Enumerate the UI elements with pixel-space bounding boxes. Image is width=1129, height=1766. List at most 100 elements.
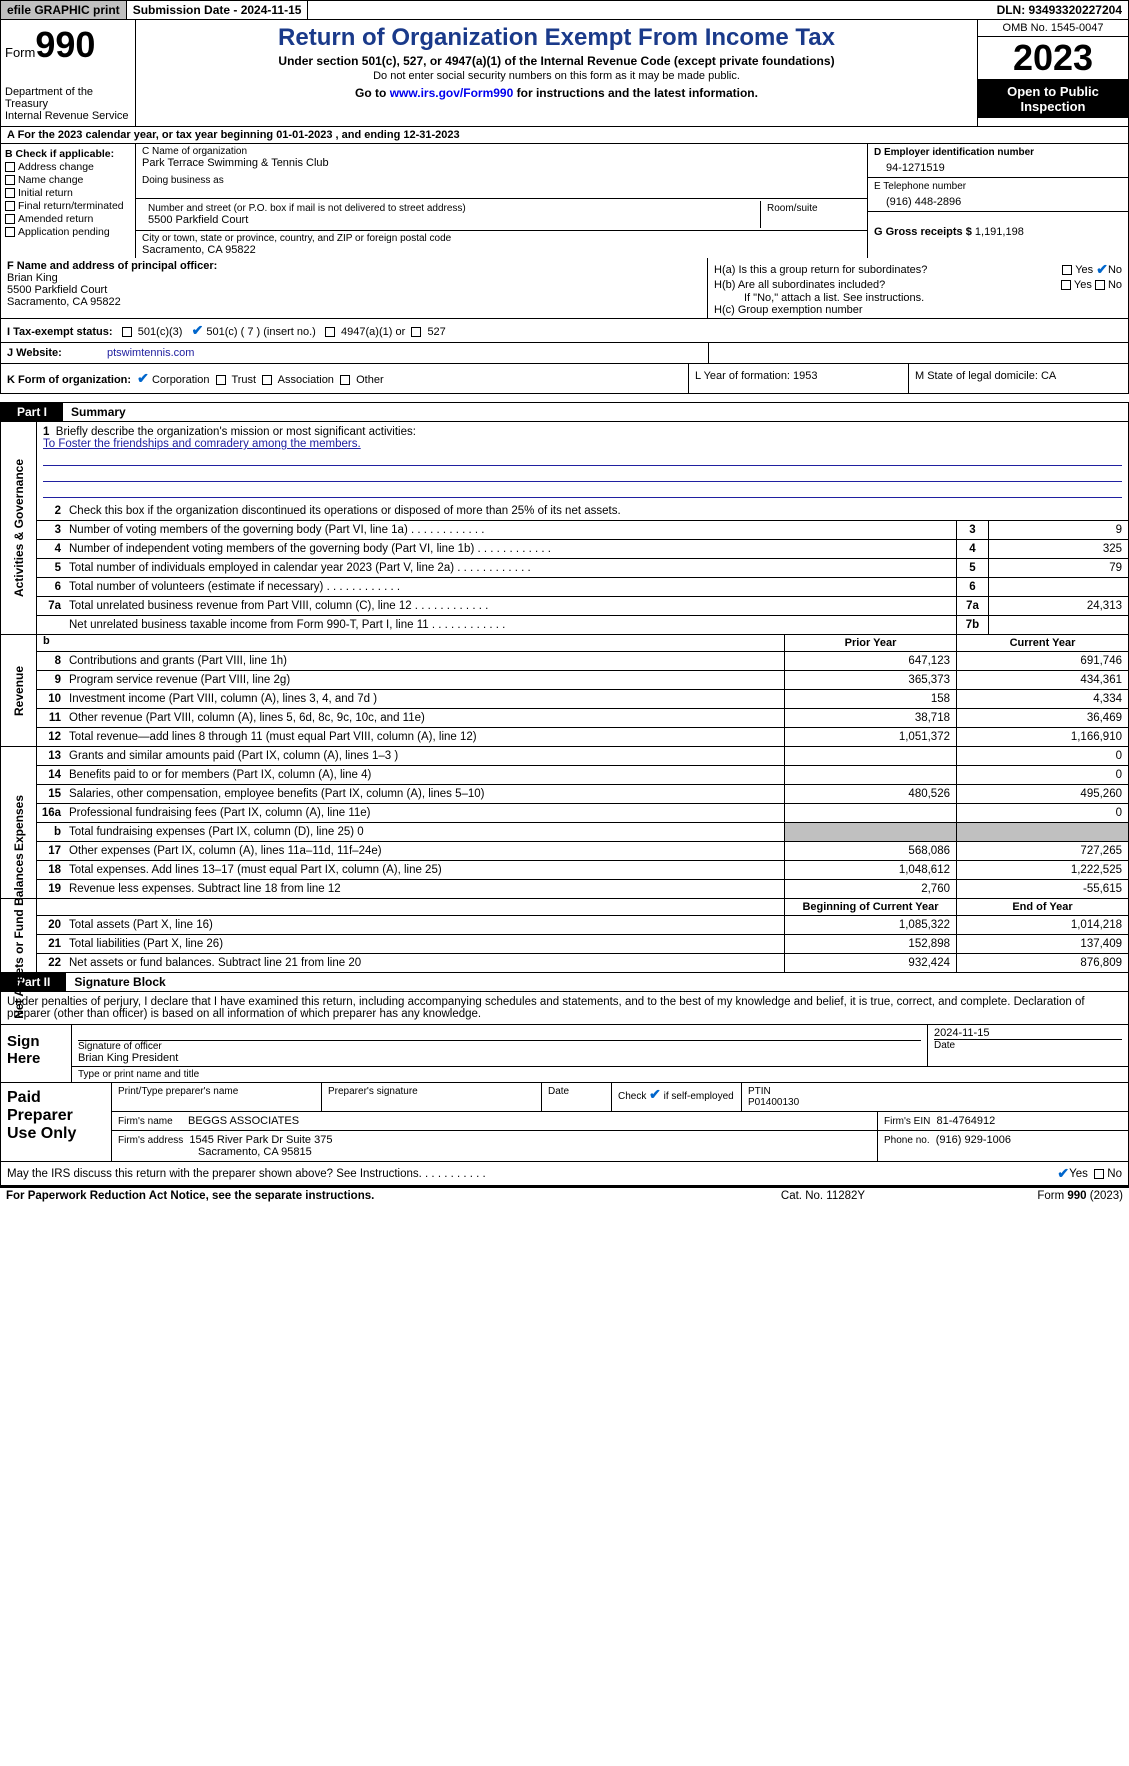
org-name-label: C Name of organization — [142, 146, 861, 157]
prep-date-lbl: Date — [542, 1083, 612, 1111]
trust-box[interactable] — [216, 375, 226, 385]
hb-yes-box[interactable] — [1061, 280, 1071, 290]
firm-phone-cell: Phone no. (916) 929-1006 — [878, 1131, 1128, 1161]
check-final-return[interactable]: Final return/terminated — [5, 200, 131, 212]
tax-exempt-label: I Tax-exempt status: — [7, 326, 113, 338]
box-c: C Name of organization Park Terrace Swim… — [136, 144, 868, 258]
part1-header: Part I Summary — [0, 402, 1129, 422]
current-year-hdr: Current Year — [956, 635, 1128, 651]
footer: For Paperwork Reduction Act Notice, see … — [0, 1186, 1129, 1204]
dln: DLN: 93493320227204 — [991, 1, 1128, 19]
box-g: G Gross receipts $ 1,191,198 — [868, 212, 1128, 241]
street-address: 5500 Parkfield Court — [148, 214, 754, 226]
sig-officer-cell: Signature of officer Brian King Presiden… — [72, 1025, 928, 1066]
firm-addr1: 1545 River Park Dr Suite 375 — [189, 1134, 332, 1146]
website-link[interactable]: ptswimtennis.com — [107, 347, 194, 359]
room-cell: Room/suite — [761, 201, 861, 228]
527-box[interactable] — [411, 327, 421, 337]
ha-yes-box[interactable] — [1062, 265, 1072, 275]
blank-line — [43, 450, 1122, 466]
501c3-box[interactable] — [122, 327, 132, 337]
netasset-row: 22Net assets or fund balances. Subtract … — [37, 954, 1128, 972]
type-name-label: Type or print name and title — [72, 1067, 1128, 1082]
prep-row-3: Firm's address 1545 River Park Dr Suite … — [112, 1131, 1128, 1161]
row-k-l-m: K Form of organization: ✔ Corporation Tr… — [0, 364, 1129, 394]
form-page: Form 990 (2023) — [923, 1190, 1123, 1202]
end-year-hdr: End of Year — [956, 899, 1128, 915]
paid-preparer-block: Paid Preparer Use Only Print/Type prepar… — [0, 1083, 1129, 1162]
city-cell: City or town, state or province, country… — [136, 231, 867, 258]
ein-label: D Employer identification number — [874, 147, 1122, 158]
revenue-row: 11Other revenue (Part VIII, column (A), … — [37, 709, 1128, 728]
prep-row-1: Print/Type preparer's name Preparer's si… — [112, 1083, 1128, 1112]
part2-title: Signature Block — [66, 973, 173, 991]
part1-title: Summary — [63, 403, 134, 421]
firm-addr2: Sacramento, CA 95815 — [118, 1146, 312, 1158]
part2-tag: Part II — [1, 973, 66, 991]
checkmark-icon: ✔ — [649, 1086, 661, 1102]
assoc-box[interactable] — [262, 375, 272, 385]
line-2: 2 Check this box if the organization dis… — [37, 502, 1128, 521]
hb-label: H(b) Are all subordinates included? — [714, 279, 1061, 291]
goto-link[interactable]: www.irs.gov/Form990 — [390, 86, 514, 100]
summary-row: 5Total number of individuals employed in… — [37, 559, 1128, 578]
prep-ptin: PTINP01400130 — [742, 1083, 1128, 1111]
website-label: J Website: — [1, 343, 101, 363]
h-b-line: H(b) Are all subordinates included? Yes … — [714, 279, 1122, 291]
other-box[interactable] — [340, 375, 350, 385]
prior-year-hdr: Prior Year — [784, 635, 956, 651]
boxes-b-through-g: B Check if applicable: Address change Na… — [0, 144, 1129, 258]
check-initial-return[interactable]: Initial return — [5, 187, 131, 199]
check-amended[interactable]: Amended return — [5, 213, 131, 225]
check-pending[interactable]: Application pending — [5, 226, 131, 238]
paperwork-notice: For Paperwork Reduction Act Notice, see … — [6, 1190, 723, 1202]
side-revenue: Revenue — [1, 635, 37, 746]
box-k: K Form of organization: ✔ Corporation Tr… — [1, 364, 688, 393]
discuss-no-box[interactable] — [1094, 1169, 1104, 1179]
revenue-row: 10Investment income (Part VIII, column (… — [37, 690, 1128, 709]
check-address-change[interactable]: Address change — [5, 161, 131, 173]
sig-date-cell: 2024-11-15 Date — [928, 1025, 1128, 1066]
expense-row: 15Salaries, other compensation, employee… — [37, 785, 1128, 804]
irs-discuss-row: May the IRS discuss this return with the… — [0, 1162, 1129, 1186]
summary-row: 4Number of independent voting members of… — [37, 540, 1128, 559]
room-label: Room/suite — [767, 203, 855, 214]
revenue-body: b Prior Year Current Year 8Contributions… — [37, 635, 1128, 746]
side-netassets: Net Assets or Fund Balances — [1, 899, 37, 972]
firm-ein: 81-4764912 — [936, 1115, 995, 1127]
form-num: 990 — [35, 24, 95, 66]
expense-row: 18Total expenses. Add lines 13–17 (must … — [37, 861, 1128, 880]
box-b-header: B Check if applicable: — [5, 148, 131, 160]
efile-label: efile GRAPHIC print — [1, 1, 127, 19]
officer-label: F Name and address of principal officer: — [7, 260, 217, 272]
sign-here-block: Sign Here Signature of officer Brian Kin… — [0, 1025, 1129, 1083]
firm-phone: (916) 929-1006 — [936, 1134, 1011, 1146]
form-number: Form 990 — [5, 24, 131, 66]
form-word: Form — [5, 45, 35, 60]
firm-name: BEGGS ASSOCIATES — [188, 1115, 299, 1127]
expense-row: 16aProfessional fundraising fees (Part I… — [37, 804, 1128, 823]
row-f-h: F Name and address of principal officer:… — [0, 258, 1129, 319]
prep-sig-lbl: Preparer's signature — [322, 1083, 542, 1111]
box-e: E Telephone number (916) 448-2896 — [868, 178, 1128, 212]
phone-label: E Telephone number — [874, 181, 1122, 192]
expense-row: bTotal fundraising expenses (Part IX, co… — [37, 823, 1128, 842]
4947-box[interactable] — [325, 327, 335, 337]
officer-addr2: Sacramento, CA 95822 — [7, 296, 701, 308]
hb-no-box[interactable] — [1095, 280, 1105, 290]
check-name-change[interactable]: Name change — [5, 174, 131, 186]
expense-row: 13Grants and similar amounts paid (Part … — [37, 747, 1128, 766]
row-i: I Tax-exempt status: 501(c)(3) ✔ 501(c) … — [0, 319, 1129, 343]
row-j: J Website: ptswimtennis.com — [0, 343, 1129, 364]
form-subtitle: Under section 501(c), 527, or 4947(a)(1)… — [144, 54, 969, 68]
summary-row: 6Total number of volunteers (estimate if… — [37, 578, 1128, 597]
firm-addr-cell: Firm's address 1545 River Park Dr Suite … — [112, 1131, 878, 1161]
revenue-row: 8Contributions and grants (Part VIII, li… — [37, 652, 1128, 671]
gross-receipts-value: 1,191,198 — [975, 226, 1024, 238]
sign-here-label: Sign Here — [1, 1025, 71, 1082]
header-left: Form 990 Department of the Treasury Inte… — [1, 20, 136, 126]
dept-treasury: Department of the Treasury — [5, 86, 131, 110]
prep-row-2: Firm's name BEGGS ASSOCIATES Firm's EIN … — [112, 1112, 1128, 1131]
ssn-note: Do not enter social security numbers on … — [144, 70, 969, 82]
checkmark-icon: ✔ — [1057, 1165, 1069, 1182]
